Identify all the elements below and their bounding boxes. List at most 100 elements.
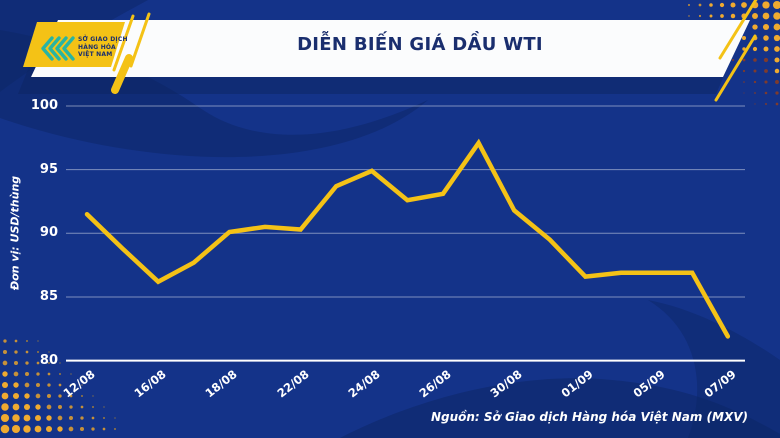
mxv-chevrons-icon [41,36,75,61]
halftone-dot [773,12,780,20]
halftone-dot [59,373,61,375]
halftone-dot [91,427,95,431]
halftone-dot [79,426,85,432]
halftone-dot [688,15,690,17]
halftone-dot [730,13,736,19]
halftone-dot [698,3,702,7]
halftone-dot [1,392,9,400]
halftone-dot [12,414,20,422]
halftone-dot [13,360,19,366]
halftone-dot [57,415,63,421]
halftone-dot [754,92,756,94]
logo-line-3: VIỆT NAM [78,51,113,58]
halftone-dot [68,426,74,432]
halftone-dot [731,58,735,62]
halftone-dot [23,414,31,422]
halftone-dot [80,416,84,420]
halftone-dot [92,395,94,397]
halftone-dot [698,14,702,18]
halftone-dot [741,2,747,8]
halftone-dot [11,424,21,434]
halftone-dot [34,425,42,433]
halftone-dot [0,413,10,423]
halftone-dot [13,382,19,388]
halftone-dot [752,24,758,30]
halftone-dot [742,58,746,62]
halftone-dot [23,425,31,433]
halftone-dot [14,350,18,354]
halftone-dot [70,384,72,386]
halftone-dot [45,425,53,433]
halftone-dot [742,69,746,73]
source-caption: Nguồn: Sở Giao dịch Hàng hóa Việt Nam (M… [430,410,748,424]
halftone-dot [709,3,713,7]
halftone-dot [46,404,52,410]
halftone-dot [775,102,779,106]
halftone-dot [720,14,724,18]
halftone-dot [0,424,10,434]
y-tick-label: 85 [39,288,58,304]
halftone-dot [709,14,713,18]
halftone-dot [753,69,757,73]
halftone-dot [763,35,769,41]
halftone-dot [57,426,63,432]
halftone-dot [774,68,780,74]
halftone-dot [26,340,28,342]
halftone-dot [754,103,756,105]
halftone-dot [24,393,30,399]
halftone-dot [92,406,94,408]
halftone-dot [114,428,116,430]
halftone-dot [69,405,73,409]
halftone-dot [753,58,757,62]
halftone-dot [14,339,18,343]
y-tick-label: 95 [39,161,58,177]
halftone-dot [12,392,20,400]
halftone-dot [763,57,769,63]
halftone-dot [743,81,745,83]
halftone-dot [775,91,779,95]
halftone-dot [36,361,40,365]
halftone-dot [48,351,50,353]
halftone-dot [47,372,51,376]
halftone-dot [762,12,770,20]
halftone-dot [743,92,745,94]
halftone-dot [35,393,41,399]
halftone-dot [81,384,83,386]
halftone-dot [80,405,84,409]
page-title: DIỄN BIẾN GIÁ DẦU WTI [297,34,543,55]
halftone-dot [688,4,690,6]
halftone-dot [1,403,9,411]
halftone-dot [25,350,29,354]
halftone-dot [764,69,768,73]
halftone-dot [57,404,63,410]
halftone-dot [3,339,7,343]
halftone-dot [773,23,780,31]
halftone-dot [774,46,780,52]
y-tick-label: 100 [30,98,58,113]
halftone-dot [719,2,725,8]
halftone-dot [25,361,29,365]
halftone-dot [752,13,758,19]
halftone-dot [762,1,770,9]
halftone-dot [753,80,757,84]
halftone-dot [58,383,62,387]
halftone-dot [103,417,105,419]
logo-line-2: HÀNG HÓA [78,43,116,51]
halftone-dot [774,57,780,63]
halftone-dot [114,417,116,419]
halftone-dot [37,340,39,342]
halftone-dot [68,415,74,421]
left-slash-decor [111,12,151,94]
halftone-dot [773,34,780,42]
halftone-dot [48,362,50,364]
halftone-dot [2,360,8,366]
halftone-dot [91,416,95,420]
halftone-dot [102,427,106,431]
halftone-dot [36,372,40,376]
halftone-dot [730,2,736,8]
halftone-dot [69,394,73,398]
y-tick-label: 90 [39,225,58,241]
title-banner [31,20,750,77]
